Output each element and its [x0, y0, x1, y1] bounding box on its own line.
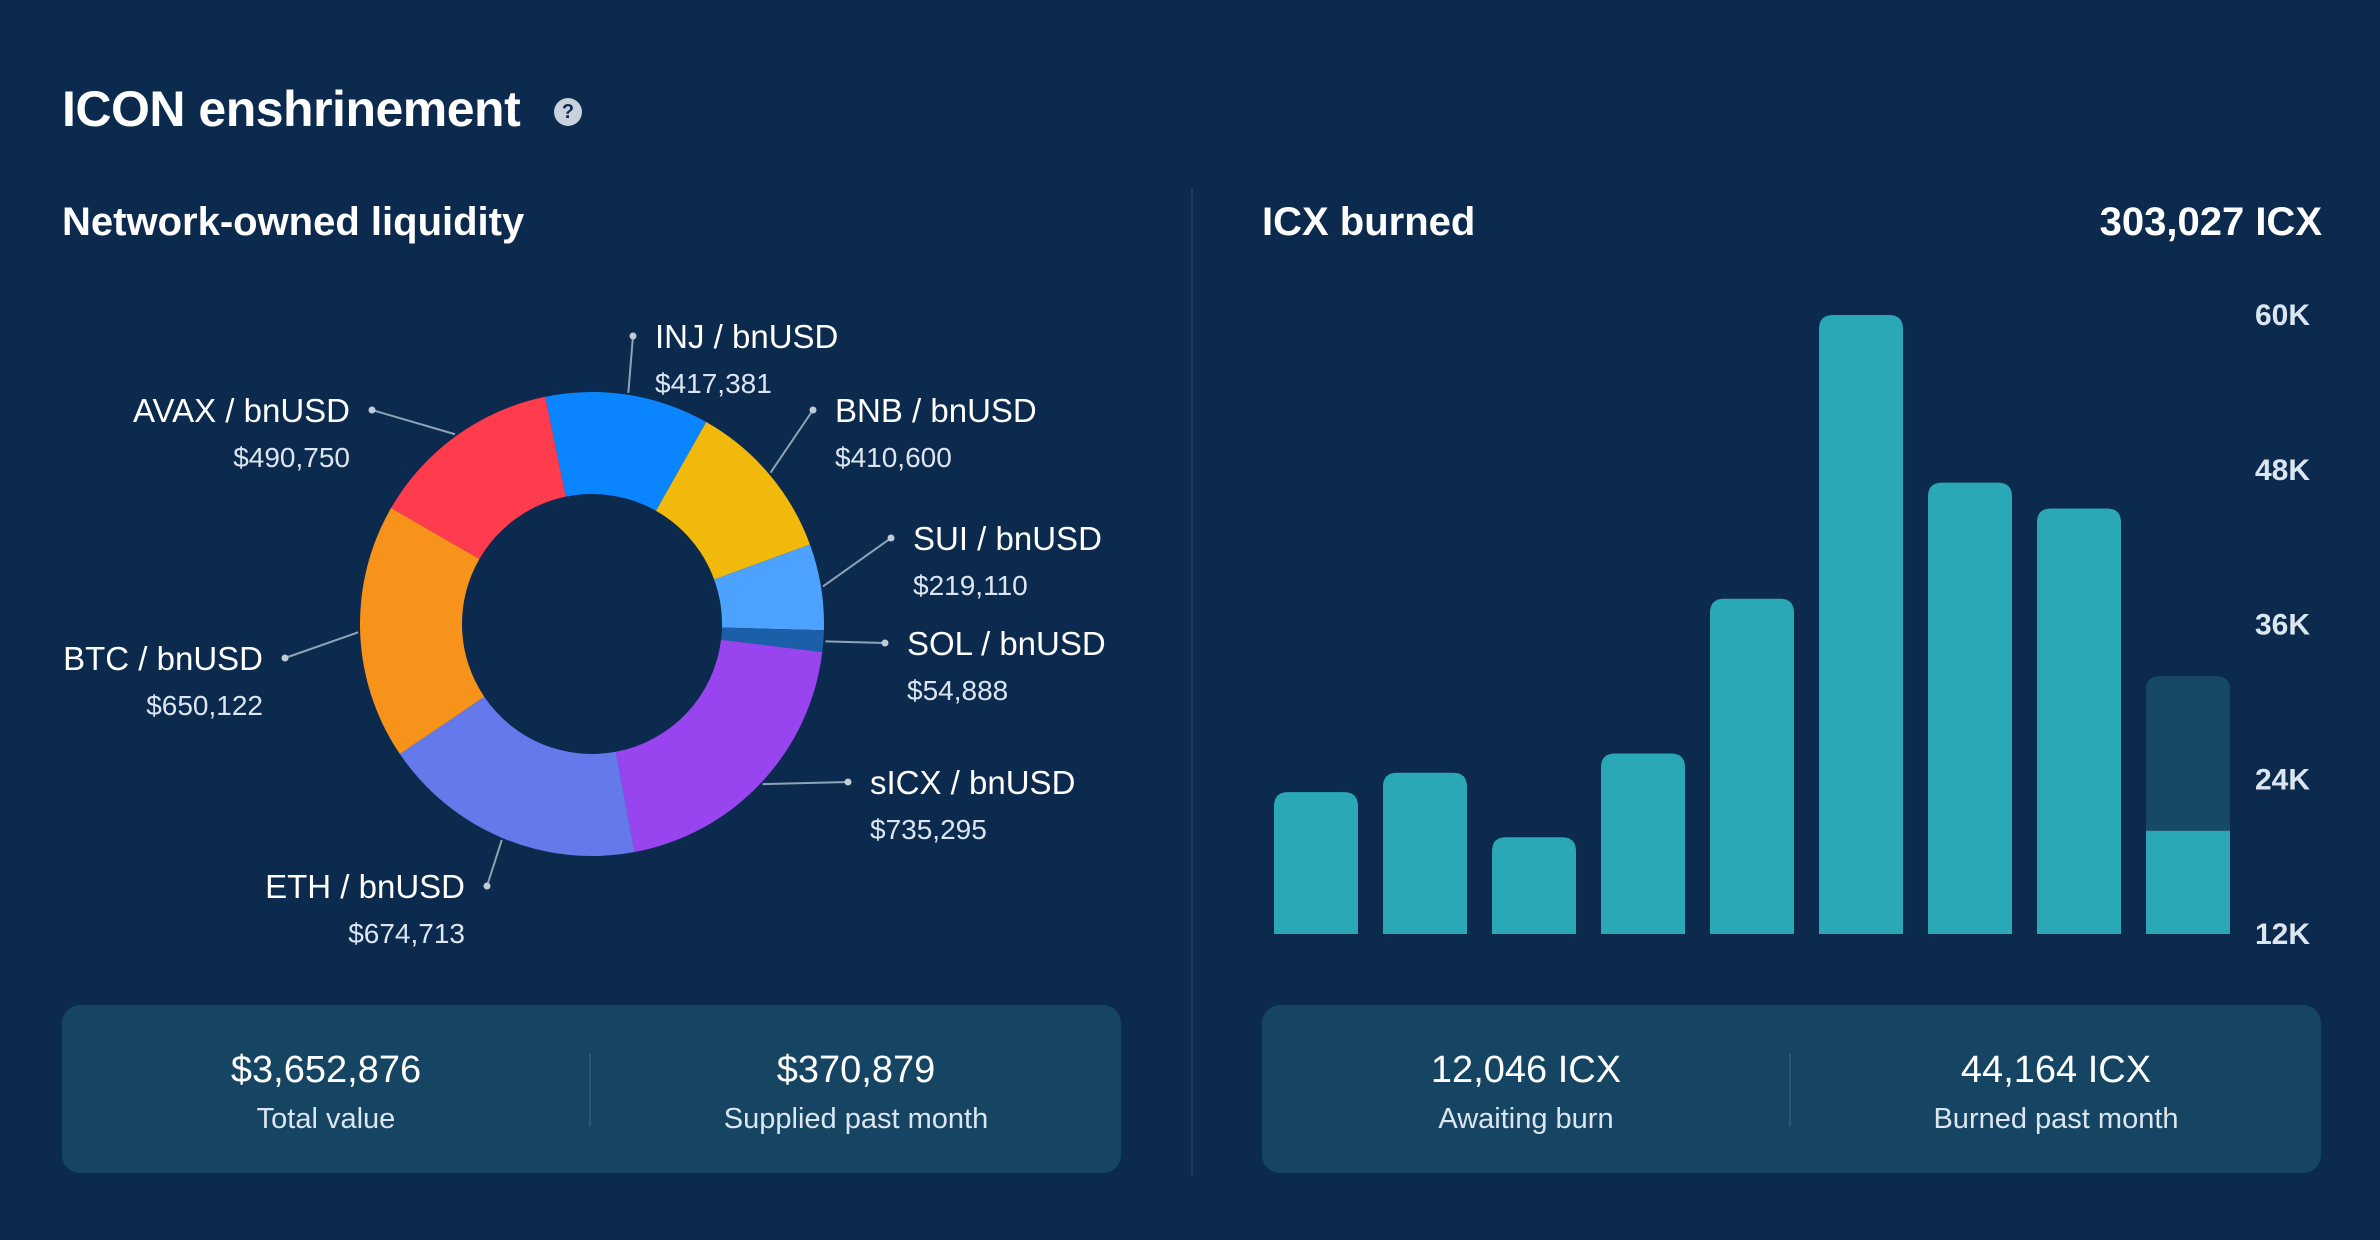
liquidity-title: Network-owned liquidity [62, 200, 525, 244]
liquidity-donut-chart: INJ / bnUSD $417,381 BNB / bnUSD $410,600 SU… [63, 318, 1106, 949]
leader-dot-sicx [844, 778, 852, 786]
leader-line-avax [371, 409, 456, 436]
leader-dot-inj [629, 332, 637, 340]
leader-line-sui [822, 537, 892, 588]
burned-past-month-value: 44,164 ICX [1960, 1049, 2152, 1091]
leader-dot-sol [881, 639, 889, 647]
y-tick-label: 48K [2255, 454, 2310, 487]
page-title: ICON enshrinement [62, 81, 521, 137]
burned-past-month-label: Burned past month [1933, 1103, 2179, 1135]
bar-3[interactable] [1492, 837, 1576, 934]
donut-slice-sol[interactable] [721, 627, 824, 653]
leader-line-btc [284, 631, 359, 659]
burn-total: 303,027 ICX [2099, 200, 2322, 244]
donut-slice-sui[interactable] [714, 544, 824, 631]
slice-label-inj: INJ / bnUSD [655, 318, 838, 355]
leader-line-inj [627, 335, 634, 393]
leader-dot-eth [483, 882, 491, 890]
y-tick-label: 36K [2255, 609, 2310, 642]
stat-divider [1789, 1053, 1791, 1127]
stat-divider [589, 1053, 591, 1127]
awaiting-burn-stat: 12,046 ICX Awaiting burn [1262, 1005, 1790, 1173]
bar-1[interactable] [1274, 792, 1358, 934]
awaiting-burn-label: Awaiting burn [1438, 1103, 1614, 1135]
slice-value-sui: $219,110 [913, 570, 1028, 601]
y-tick-label: 24K [2255, 763, 2310, 796]
y-tick-label: 12K [2255, 918, 2310, 951]
slice-label-sicx: sICX / bnUSD [870, 764, 1075, 801]
leader-dot-sui [887, 534, 895, 542]
liquidity-stats-panel: $3,652,876 Total value $370,879 Supplied… [62, 1005, 1121, 1173]
burned-past-month-stat: 44,164 ICX Burned past month [1791, 1005, 2321, 1173]
leader-line-sol [825, 640, 886, 644]
slice-value-sol: $54,888 [907, 675, 1008, 706]
slice-label-avax: AVAX / bnUSD [133, 392, 350, 429]
bar-7[interactable] [1928, 482, 2012, 934]
bar-9[interactable] [2146, 830, 2230, 934]
bar-4[interactable] [1601, 753, 1685, 934]
donut-hole [463, 495, 721, 753]
bar-2[interactable] [1383, 772, 1467, 934]
donut-slice-sicx[interactable] [615, 639, 823, 853]
total-value-stat: $3,652,876 Total value [62, 1005, 590, 1173]
total-value-label: Total value [256, 1103, 396, 1135]
supplied-past-month-value: $370,879 [776, 1049, 936, 1091]
burn-title: ICX burned [1262, 200, 1476, 244]
panel-divider [1191, 188, 1193, 1176]
donut-slice-bnb[interactable] [655, 422, 810, 580]
burn-stats-panel: 12,046 ICX Awaiting burn 44,164 ICX Burn… [1262, 1005, 2321, 1173]
awaiting-burn-value: 12,046 ICX [1430, 1049, 1622, 1091]
bar-5[interactable] [1710, 598, 1794, 934]
supplied-past-month-label: Supplied past month [723, 1103, 989, 1135]
slice-label-sui: SUI / bnUSD [913, 520, 1102, 557]
donut-slice-eth[interactable] [399, 696, 635, 856]
leader-dot-avax [368, 406, 376, 414]
question-circle-icon[interactable]: ? [554, 98, 582, 126]
bar-6[interactable] [1819, 315, 1903, 934]
leader-line-bnb [769, 409, 814, 474]
slice-label-sol: SOL / bnUSD [907, 625, 1106, 662]
slice-value-avax: $490,750 [233, 442, 350, 473]
slice-label-btc: BTC / bnUSD [63, 640, 263, 677]
leader-dot-bnb [809, 406, 817, 414]
slice-label-bnb: BNB / bnUSD [835, 392, 1037, 429]
leader-dot-btc [281, 654, 289, 662]
slice-value-sicx: $735,295 [870, 814, 987, 845]
leader-line-eth [486, 839, 503, 887]
supplied-past-month-stat: $370,879 Supplied past month [591, 1005, 1121, 1173]
slice-value-eth: $674,713 [348, 918, 465, 949]
slice-value-inj: $417,381 [655, 368, 772, 399]
slice-value-bnb: $410,600 [835, 442, 952, 473]
leader-line-sicx [762, 781, 849, 786]
total-value: $3,652,876 [230, 1049, 422, 1091]
donut-slice-btc[interactable] [359, 508, 485, 754]
donut-slice-inj[interactable] [545, 392, 707, 511]
slice-label-eth: ETH / bnUSD [265, 868, 465, 905]
y-tick-label: 60K [2255, 299, 2310, 332]
icx-burned-bar-chart: 60K 48K 36K 24K 12K [1274, 299, 2310, 951]
donut-slice-avax[interactable] [391, 396, 566, 560]
slice-value-btc: $650,122 [146, 690, 263, 721]
bar-8[interactable] [2037, 508, 2121, 934]
